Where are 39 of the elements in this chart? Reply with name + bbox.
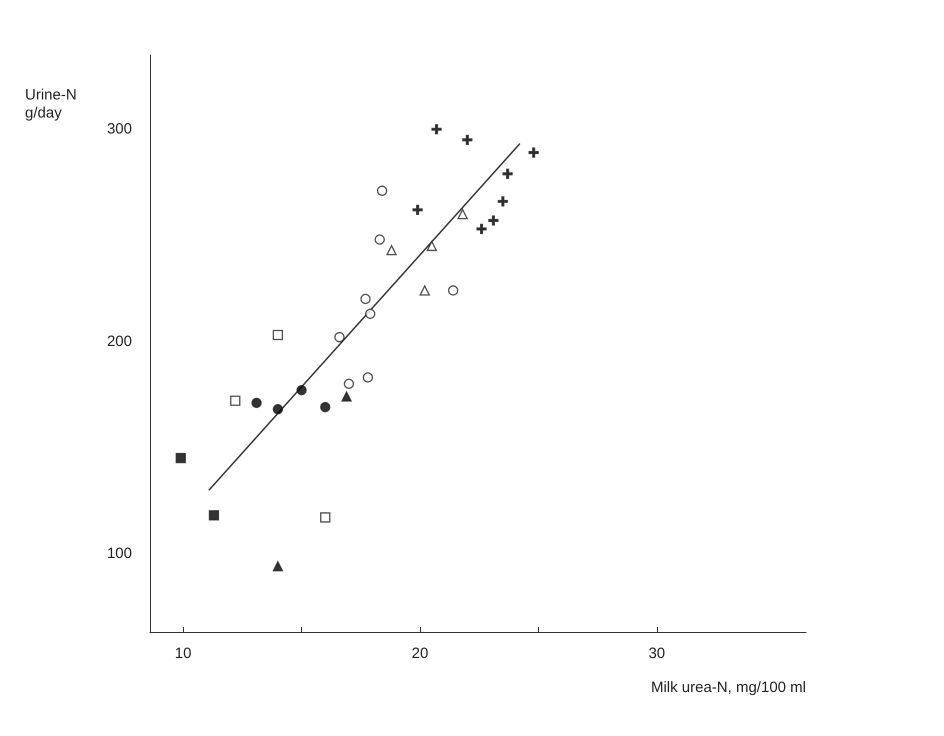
point bbox=[420, 285, 430, 296]
point bbox=[320, 512, 330, 523]
point bbox=[344, 378, 354, 389]
point bbox=[528, 147, 539, 158]
point bbox=[502, 168, 513, 179]
point bbox=[320, 402, 330, 412]
point bbox=[431, 124, 442, 134]
point bbox=[488, 215, 499, 226]
point bbox=[374, 234, 385, 245]
point bbox=[448, 285, 458, 296]
point bbox=[386, 245, 397, 256]
y-tick-label: 200 bbox=[106, 332, 132, 350]
point bbox=[457, 208, 468, 220]
point bbox=[360, 294, 371, 304]
point bbox=[334, 332, 345, 342]
point bbox=[341, 391, 352, 402]
point bbox=[251, 398, 262, 408]
point bbox=[498, 196, 508, 207]
point bbox=[362, 372, 374, 383]
point bbox=[426, 240, 437, 252]
x-tick-label: 30 bbox=[648, 645, 666, 662]
point bbox=[176, 452, 186, 464]
x-tick-label: 20 bbox=[412, 645, 428, 662]
point bbox=[272, 330, 284, 340]
point bbox=[476, 224, 487, 234]
point bbox=[296, 385, 307, 396]
point bbox=[462, 134, 472, 146]
y-tick-label: 300 bbox=[106, 120, 132, 138]
point bbox=[230, 396, 240, 406]
point bbox=[365, 308, 376, 319]
x-tick-label: 10 bbox=[174, 645, 192, 662]
point bbox=[272, 404, 284, 414]
x-axis-title: Milk urea-N, mg/100 ml bbox=[650, 679, 806, 696]
point bbox=[412, 204, 423, 216]
point bbox=[208, 510, 220, 520]
point bbox=[272, 561, 284, 572]
y-tick-label: 100 bbox=[106, 545, 132, 562]
y-axis-title: Urine-N g/day bbox=[25, 86, 77, 122]
point bbox=[376, 186, 388, 196]
